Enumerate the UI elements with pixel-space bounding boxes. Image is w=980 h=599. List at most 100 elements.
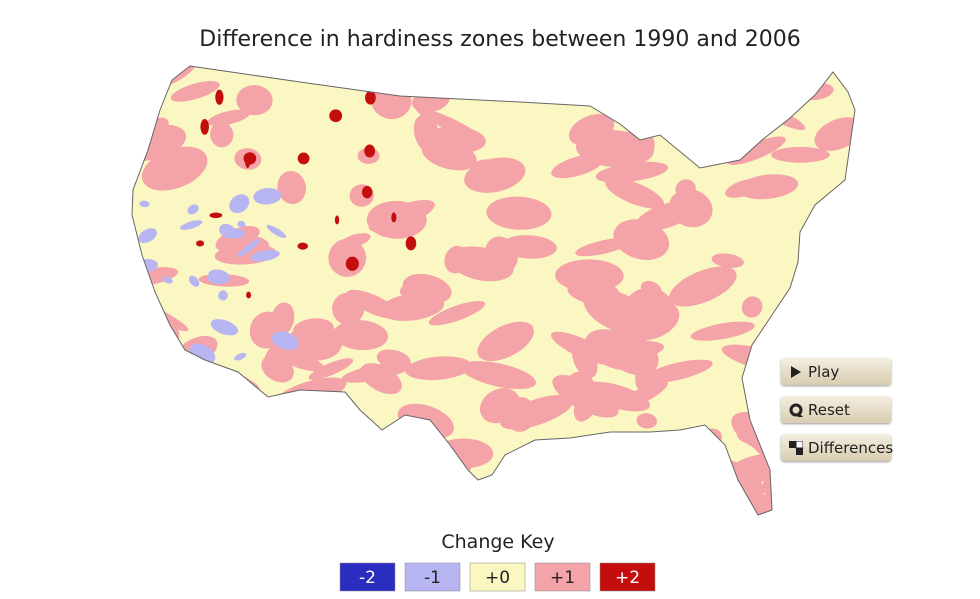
cooling-patch [234,352,247,361]
cooling-patch [207,270,230,285]
us-outline [132,66,855,515]
warming-patch [575,130,654,168]
warming-patch [376,349,411,370]
warming-patch [320,488,395,515]
warming-patch [146,358,191,394]
legend-swatch [404,562,461,592]
legend: -2 -1 +0 +1 +2 [339,562,656,592]
strong-warming-patch [364,144,376,158]
legend-label: -2 [359,568,376,588]
warming-patch [501,235,557,259]
cooling-patch [237,238,261,257]
warming-patch [236,85,273,116]
warming-patch [705,74,753,103]
map-title: Difference in hardiness zones between 19… [199,27,800,52]
cooling-patch [139,200,150,208]
warming-patch [668,189,713,228]
cooling-patch [162,276,173,284]
warming-patch [178,375,240,407]
warming-patch [372,204,405,236]
warming-patch [771,146,830,163]
cooling-patch [271,331,299,351]
cooling-patch [218,290,228,301]
legend-swatch [339,562,396,592]
cooling-patch [188,275,200,287]
warming-patch [219,427,279,463]
warming-patch [448,246,514,282]
warming-patch [331,505,354,515]
cooling-patch [229,194,250,214]
warming-patch [829,265,855,294]
warming-patch [613,219,670,260]
reset-button[interactable]: Reset [781,396,891,423]
warming-patch [486,196,552,230]
warming-patch [277,170,307,205]
strong-warming-patch [243,152,257,165]
strong-warming-patch [209,212,223,219]
legend-label: -1 [424,568,441,588]
warming-patch [477,321,534,362]
warming-patch [650,450,675,470]
cooling-patch [266,225,287,239]
warming-patch [787,310,843,334]
warming-patch [811,487,834,503]
reset-icon [789,403,803,417]
cooling-patch [179,220,203,230]
warming-patch [308,358,354,380]
reset-label: Reset [808,400,850,419]
warming-patch [741,296,763,318]
warming-patch [207,109,251,126]
warming-patch [244,422,285,462]
warming-patch [416,107,480,140]
warming-patch [392,66,436,84]
warming-patch [332,292,365,325]
warming-patch [428,300,486,326]
warming-patch [642,359,713,384]
warming-patch [605,178,665,209]
legend-swatch [469,562,526,592]
differences-icon [789,440,803,455]
warming-patch [725,179,762,198]
warming-patch [626,447,685,484]
cooling-patch [253,188,282,205]
warming-patch [792,284,820,303]
warming-patch [360,363,402,395]
warming-patch [405,356,472,381]
warming-patch [557,66,596,85]
cooling-patch [210,319,239,336]
strong-warming-patch [391,212,397,223]
strong-warming-patch [215,89,224,105]
warming-patch [583,288,651,335]
strong-warming-patch [329,109,343,123]
warming-patch [132,326,149,359]
warming-patch [399,278,426,297]
play-icon [791,365,801,378]
warming-patch [652,467,688,506]
strong-warming-patch [365,90,376,105]
warming-patch [690,321,755,341]
warming-patch [575,237,632,257]
warming-patch [333,320,389,351]
warming-patch [566,371,597,408]
warming-patch [132,320,173,354]
warming-patch [669,266,737,307]
warming-patch [504,397,536,432]
legend-swatch [599,562,656,592]
legend-label: +1 [550,568,575,588]
warming-patch [170,80,220,102]
warming-patch [150,387,191,422]
differences-button[interactable]: Differences [781,434,894,461]
differences-label: Differences [808,438,894,457]
warming-patch [675,94,751,130]
warming-patch [137,433,164,453]
warming-patch [636,413,657,429]
play-label: Play [808,362,840,381]
warming-patch [807,306,855,333]
play-button[interactable]: Play [781,358,891,385]
warming-patch [636,482,702,508]
warming-patch [621,458,650,480]
warming-patch [658,92,696,117]
warming-patch [278,446,351,478]
warming-patch [468,500,494,515]
